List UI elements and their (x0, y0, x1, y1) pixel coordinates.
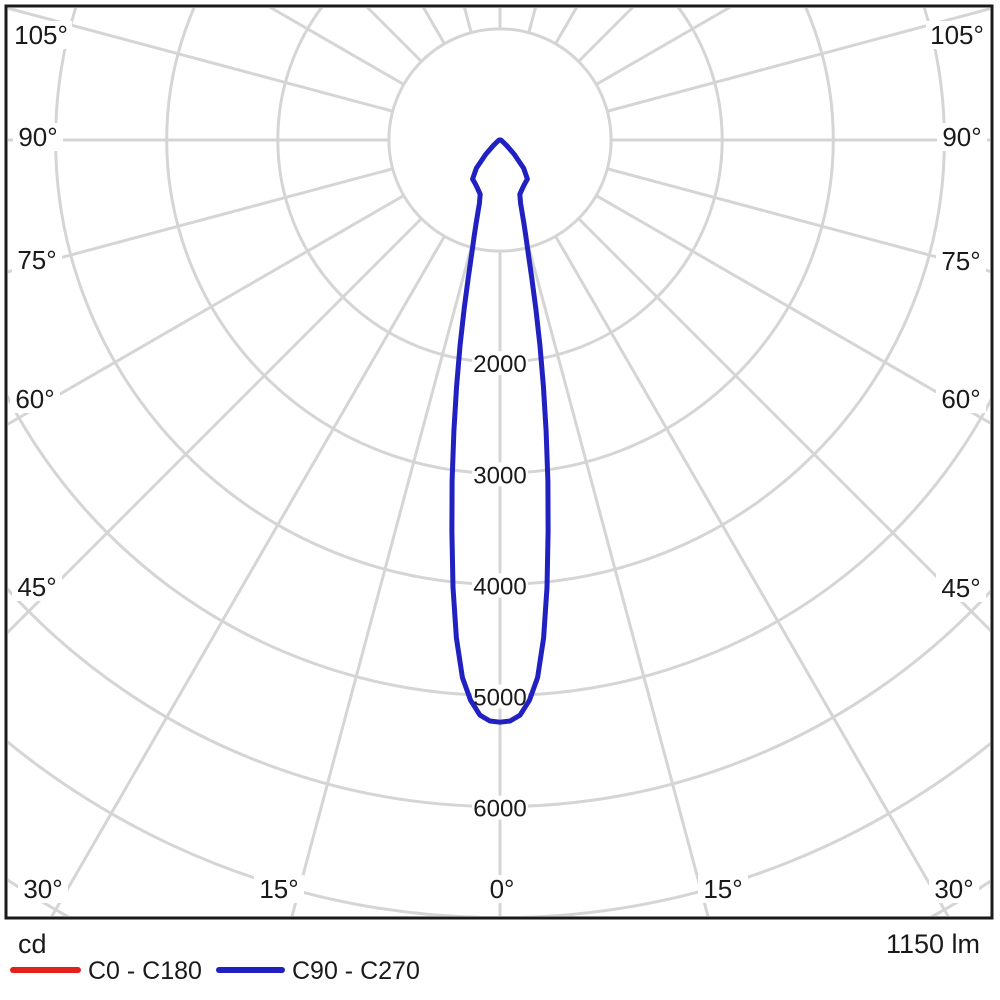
angle-label-bg (937, 123, 987, 151)
angle-label-bg (18, 875, 68, 903)
radial-labels: 2000 3000 4000 5000 6000 (472, 351, 528, 823)
angle-label: 75° (17, 245, 56, 275)
radial-label-bg (472, 351, 528, 376)
angle-label-bg (698, 875, 748, 903)
angle-label: 15° (703, 874, 742, 904)
radial-label: 4000 (473, 573, 526, 600)
legend: C0 - C180 C90 - C270 (10, 957, 420, 985)
unit-label: cd (18, 929, 47, 959)
angle-label: 75° (941, 246, 980, 276)
angle-label-bg (12, 246, 62, 274)
intensity-curve-c90-c270 (449, 137, 551, 725)
angle-label: 60° (941, 384, 980, 414)
grid-spoke-60deg (595, 194, 990, 425)
angle-label: 15° (259, 874, 298, 904)
grid-spoke--45deg (8, 217, 423, 635)
intensity-curves (449, 137, 551, 725)
angle-label: 90° (18, 122, 57, 152)
radial-label: 2000 (473, 351, 526, 378)
grid-spoke--105deg (8, 8, 394, 113)
radial-label: 6000 (473, 796, 526, 823)
grid-spoke-105deg (606, 8, 990, 113)
grid-spoke--30deg (50, 235, 446, 916)
chart-border (4, 4, 994, 920)
radial-label: 5000 (473, 685, 526, 712)
angle-label-bg (936, 574, 986, 602)
angle-label-bg (254, 875, 304, 903)
angle-label-bg (936, 247, 986, 275)
radial-label-bg (472, 573, 528, 598)
grid-spoke--75deg (8, 167, 394, 274)
radial-label-bg (472, 684, 528, 709)
radial-label: 3000 (473, 462, 526, 489)
angle-label-bg (12, 573, 62, 601)
angle-label: 105° (14, 20, 68, 50)
angle-label-bg (936, 385, 986, 413)
legend-label-c90-c270: C90 - C270 (292, 957, 420, 985)
grid-spoke-30deg (554, 235, 950, 916)
angle-label: 45° (17, 572, 56, 602)
angle-label-bg (929, 875, 979, 903)
angle-label-bg (10, 21, 72, 49)
grid-spoke-75deg (606, 167, 990, 273)
angle-label-bg (10, 385, 60, 413)
angle-label: 45° (941, 573, 980, 603)
angle-label-bg (13, 123, 63, 151)
angle-label: 30° (934, 874, 973, 904)
grid-spoke-45deg (577, 217, 990, 633)
grid-spoke--15deg (290, 246, 473, 916)
angle-label: 0° (490, 874, 515, 904)
angle-label: 105° (930, 20, 984, 50)
grid-spoke-15deg (527, 246, 710, 916)
angle-label-bg (926, 21, 988, 49)
angle-labels: 105° 90° 75° 60° 45° 30° 15° 0° 15° 30° 45° 60° 75° 9… (10, 20, 988, 904)
angle-label: 90° (942, 122, 981, 152)
angle-label-bg (484, 875, 520, 903)
legend-label-c0-c180: C0 - C180 (88, 957, 202, 985)
radial-label-bg (472, 795, 528, 820)
angle-label: 30° (23, 874, 62, 904)
angle-label: 60° (15, 384, 54, 414)
grid-spoke--60deg (8, 194, 405, 426)
radial-label-bg (472, 462, 528, 487)
luminous-flux-value: 1150 lm (886, 929, 980, 959)
